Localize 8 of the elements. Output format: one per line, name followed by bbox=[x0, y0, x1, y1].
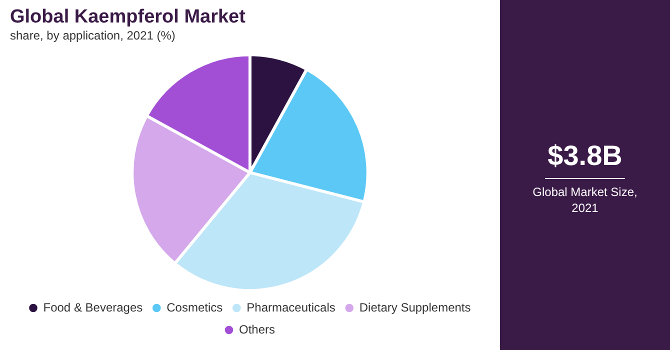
legend-label: Dietary Supplements bbox=[359, 300, 471, 314]
chart-subtitle: share, by application, 2021 (%) bbox=[10, 28, 176, 42]
chart-title: Global Kaempferol Market bbox=[10, 6, 246, 28]
side-panel: $3.8B Global Market Size, 2021 bbox=[500, 0, 670, 350]
legend-label: Others bbox=[238, 322, 276, 336]
legend-label: Cosmetics bbox=[166, 300, 223, 314]
legend-label: Food & Beverages bbox=[43, 300, 143, 314]
legend-label: Pharmaceuticals bbox=[246, 300, 336, 314]
